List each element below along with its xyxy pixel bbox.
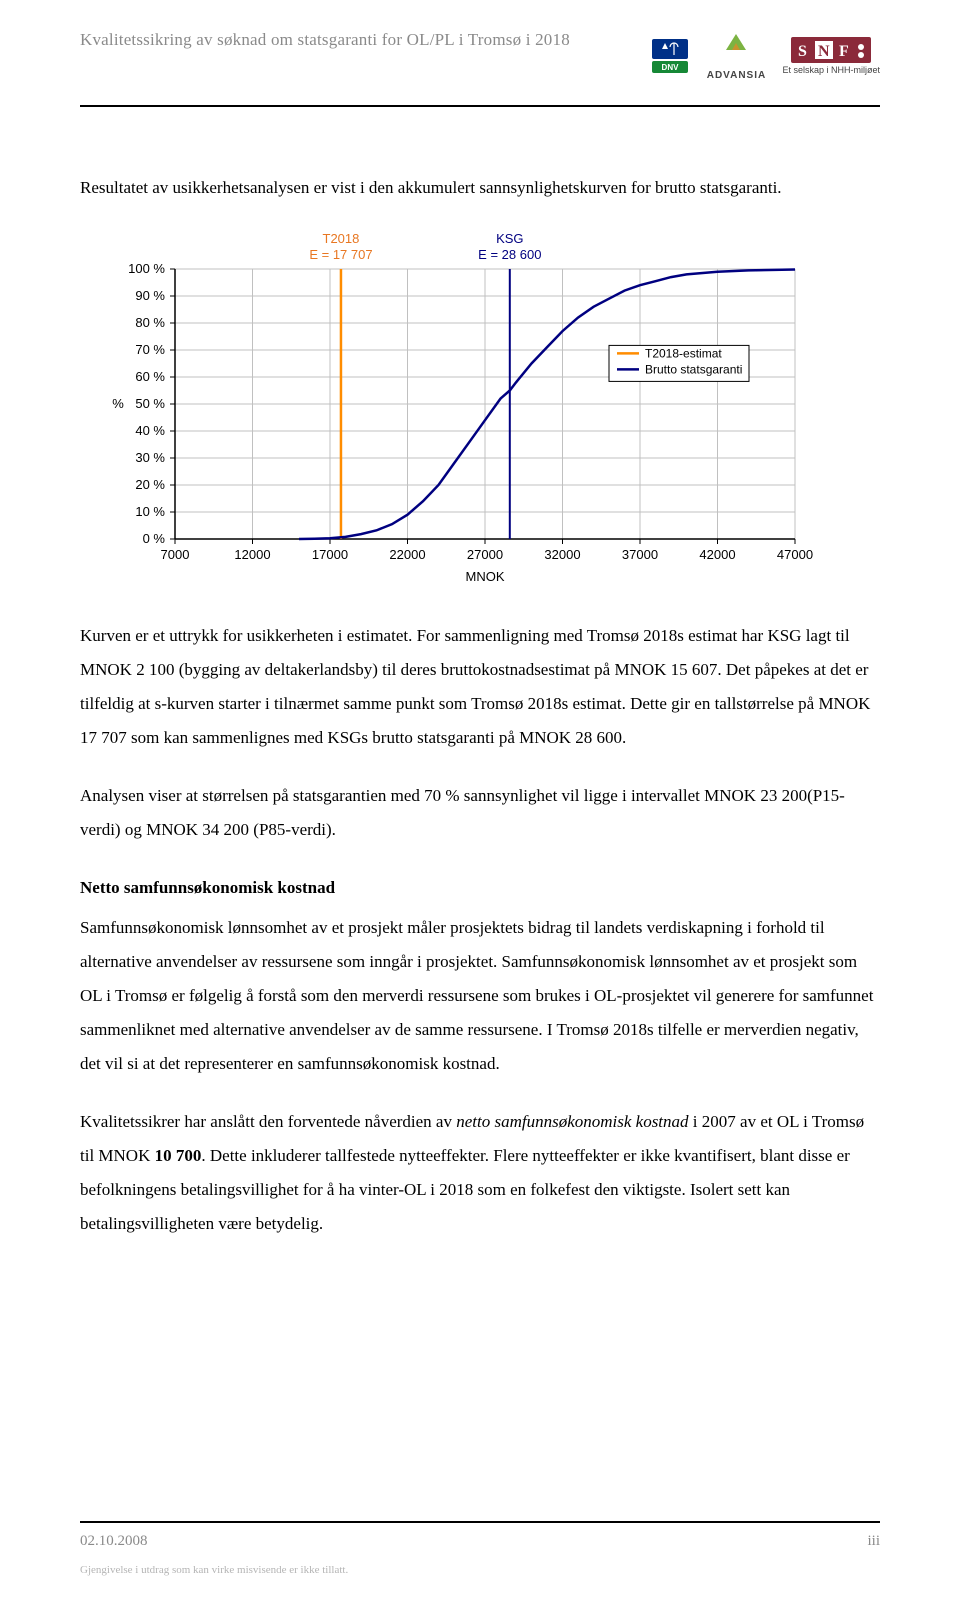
svg-text:27000: 27000	[467, 547, 503, 562]
svg-text:42000: 42000	[699, 547, 735, 562]
footer-date: 02.10.2008	[80, 1533, 148, 1550]
svg-text:0 %: 0 %	[143, 531, 166, 546]
svg-text:60 %: 60 %	[135, 369, 165, 384]
paragraph-3: Analysen viser at størrelsen på statsgar…	[80, 779, 880, 847]
svg-text:7000: 7000	[161, 547, 190, 562]
svg-text:Brutto statsgaranti: Brutto statsgaranti	[645, 362, 742, 376]
header-logos: DNV ADVANSIA S N F	[650, 30, 880, 81]
paragraph-2: Kurven er et uttrykk for usikkerheten i …	[80, 619, 880, 755]
paragraph-5: Samfunnsøkonomisk lønnsomhet av et prosj…	[80, 911, 880, 1081]
svg-text:MNOK: MNOK	[466, 569, 505, 584]
svg-text:F: F	[839, 43, 849, 60]
svg-text:90 %: 90 %	[135, 288, 165, 303]
page-header: Kvalitetssikring av søknad om statsgaran…	[80, 30, 880, 107]
advansia-logo: ADVANSIA	[700, 30, 772, 81]
svg-text:10 %: 10 %	[135, 504, 165, 519]
svg-text:E = 28 600: E = 28 600	[478, 247, 541, 262]
svg-text:32000: 32000	[544, 547, 580, 562]
svg-text:50 %: 50 %	[135, 396, 165, 411]
svg-text:%: %	[112, 396, 124, 411]
svg-text:N: N	[818, 43, 830, 60]
heading-netto: Netto samfunnsøkonomisk kostnad	[80, 871, 880, 905]
svg-text:T2018: T2018	[323, 231, 360, 246]
advansia-icon	[700, 30, 772, 68]
svg-text:KSG: KSG	[496, 231, 523, 246]
svg-text:17000: 17000	[312, 547, 348, 562]
advansia-caption: ADVANSIA	[707, 70, 766, 81]
snf-caption: Et selskap i NHH-miljøet	[782, 65, 880, 75]
svg-text:47000: 47000	[777, 547, 813, 562]
page-footer: 02.10.2008 iii Gjengivelse i utdrag som …	[80, 1521, 880, 1576]
p6-italic: netto samfunnsøkonomisk kostnad	[456, 1112, 688, 1131]
svg-text:40 %: 40 %	[135, 423, 165, 438]
snf-logo: S N F Et selskap i NHH-miljøet	[782, 37, 880, 75]
svg-text:E = 17 707: E = 17 707	[309, 247, 372, 262]
chart-svg: 7000 12000 17000 22000 27000 32000 37000 42000 4…	[100, 229, 820, 589]
svg-text:T2018-estimat: T2018-estimat	[645, 346, 722, 360]
dnv-logo: DNV	[650, 37, 690, 75]
paragraph-6: Kvalitetssikrer har anslått den forvente…	[80, 1105, 880, 1241]
header-title: Kvalitetssikring av søknad om statsgaran…	[80, 30, 570, 50]
svg-text:37000: 37000	[622, 547, 658, 562]
svg-text:80 %: 80 %	[135, 315, 165, 330]
intro-paragraph: Resultatet av usikkerhetsanalysen er vis…	[80, 171, 880, 205]
svg-text:70 %: 70 %	[135, 342, 165, 357]
footer-pagenum: iii	[867, 1533, 880, 1550]
snf-icon: S N F	[791, 37, 871, 63]
svg-text:100 %: 100 %	[128, 261, 165, 276]
svg-text:12000: 12000	[234, 547, 270, 562]
dnv-icon: DNV	[650, 37, 690, 75]
footer-note: Gjengivelse i utdrag som kan virke misvi…	[80, 1564, 880, 1576]
svg-text:S: S	[798, 43, 807, 60]
svg-text:20 %: 20 %	[135, 477, 165, 492]
svg-text:22000: 22000	[389, 547, 425, 562]
p6-bold: 10 700	[155, 1146, 202, 1165]
svg-text:DNV: DNV	[662, 63, 680, 72]
p6-pre: Kvalitetssikrer har anslått den forvente…	[80, 1112, 456, 1131]
probability-chart: 7000 12000 17000 22000 27000 32000 37000 42000 4…	[100, 229, 820, 589]
svg-text:30 %: 30 %	[135, 450, 165, 465]
